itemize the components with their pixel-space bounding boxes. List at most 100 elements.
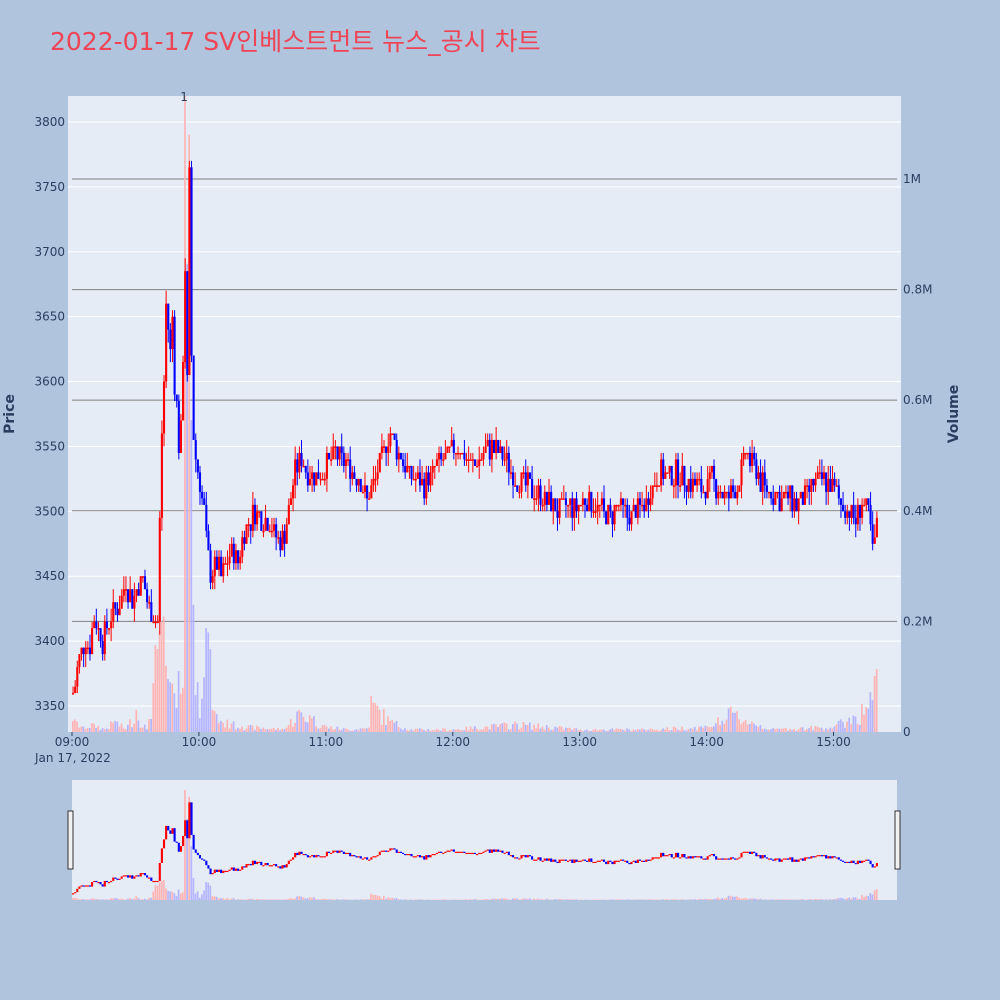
candle xyxy=(95,608,98,635)
mini-candle xyxy=(746,851,749,853)
mini-volume-bar xyxy=(287,898,290,900)
candle xyxy=(579,504,582,507)
candle xyxy=(444,439,447,460)
volume-bar xyxy=(831,728,834,732)
volume-bar xyxy=(366,728,368,732)
candle xyxy=(630,511,633,531)
candle xyxy=(188,160,191,376)
range-slider-left-handle[interactable] xyxy=(67,810,74,870)
range-slider-bg[interactable] xyxy=(72,780,897,900)
volume-bar xyxy=(822,730,825,732)
price-tick-label: 3550 xyxy=(34,439,65,453)
mini-volume-bar xyxy=(469,899,472,900)
candle xyxy=(767,491,771,499)
candle xyxy=(268,524,271,533)
mini-candle xyxy=(385,850,388,852)
volume-bar xyxy=(190,420,193,732)
mini-candle xyxy=(526,855,529,858)
mini-volume-bar xyxy=(704,898,707,900)
candle xyxy=(262,524,265,538)
candle xyxy=(234,543,237,570)
candle xyxy=(399,452,402,460)
candle xyxy=(463,439,466,466)
volume-bar xyxy=(306,722,309,732)
candle xyxy=(366,485,369,512)
mini-volume-bar xyxy=(207,882,210,900)
mini-candle xyxy=(226,870,229,873)
mini-volume-bar xyxy=(558,898,561,900)
volume-bar xyxy=(782,728,785,732)
candle xyxy=(615,504,618,512)
mini-candle xyxy=(528,855,532,857)
mini-candle xyxy=(294,852,297,858)
mini-volume-bar xyxy=(245,899,248,900)
candle xyxy=(344,452,347,479)
volume-bar xyxy=(380,724,383,732)
candle xyxy=(213,550,216,590)
volume-bar xyxy=(689,728,692,732)
mini-candle xyxy=(361,858,364,860)
volume-bar xyxy=(571,729,573,732)
mini-volume-bar xyxy=(556,899,559,900)
mini-candle xyxy=(397,851,400,853)
mini-volume-bar xyxy=(152,891,155,900)
mini-candle xyxy=(296,852,299,856)
candle xyxy=(325,446,328,492)
mini-volume-bar xyxy=(778,899,781,900)
mini-volume-bar xyxy=(416,899,419,900)
candle xyxy=(93,615,96,629)
volume-bar xyxy=(340,730,343,732)
mini-candle xyxy=(198,855,202,859)
candle xyxy=(146,582,149,609)
mini-candle xyxy=(827,856,830,859)
mini-volume-bar xyxy=(105,899,108,900)
volume-bar xyxy=(292,726,294,732)
mini-volume-bar xyxy=(391,897,394,900)
candle xyxy=(82,647,85,668)
mini-candle xyxy=(95,880,98,883)
mini-volume-bar xyxy=(173,893,176,900)
mini-volume-bar xyxy=(380,898,383,900)
volume-bar xyxy=(99,730,102,732)
volume-bar xyxy=(351,730,353,732)
mini-volume-bar xyxy=(213,896,216,900)
mini-volume-bar xyxy=(171,891,174,900)
mini-volume-bar xyxy=(372,894,375,900)
mini-candle xyxy=(537,857,540,860)
volume-bar xyxy=(152,683,155,732)
volume-bar xyxy=(592,729,595,732)
mini-candle xyxy=(131,875,134,879)
volume-bar xyxy=(385,725,387,732)
volume-bar xyxy=(495,724,497,732)
mini-volume-bar xyxy=(315,899,317,900)
range-slider-right-handle[interactable] xyxy=(894,810,901,870)
candle xyxy=(708,465,711,492)
mini-candle xyxy=(770,858,773,860)
candle xyxy=(873,524,876,544)
candle xyxy=(76,660,79,694)
mini-volume-bar xyxy=(334,899,336,900)
candle xyxy=(647,491,650,518)
mini-volume-bar xyxy=(569,899,571,900)
mini-volume-bar xyxy=(418,899,421,900)
mini-volume-bar xyxy=(858,898,861,900)
candle xyxy=(150,589,153,622)
volume-bar xyxy=(406,729,408,732)
volume-bar xyxy=(321,725,324,732)
volume-bar xyxy=(327,728,330,732)
mini-volume-bar xyxy=(116,898,119,900)
candle xyxy=(308,465,312,486)
mini-volume-bar xyxy=(636,899,639,900)
mini-volume-bar xyxy=(272,899,275,900)
mini-candle xyxy=(423,856,426,860)
candle xyxy=(789,485,792,512)
mini-candle xyxy=(84,885,87,887)
mini-volume-bar xyxy=(226,897,229,900)
mini-candle xyxy=(668,853,671,856)
mini-volume-bar xyxy=(110,898,112,900)
candle xyxy=(649,485,652,512)
mini-candle xyxy=(609,860,612,862)
mini-candle xyxy=(234,868,237,871)
mini-volume-bar xyxy=(674,899,677,900)
candle xyxy=(169,323,172,363)
